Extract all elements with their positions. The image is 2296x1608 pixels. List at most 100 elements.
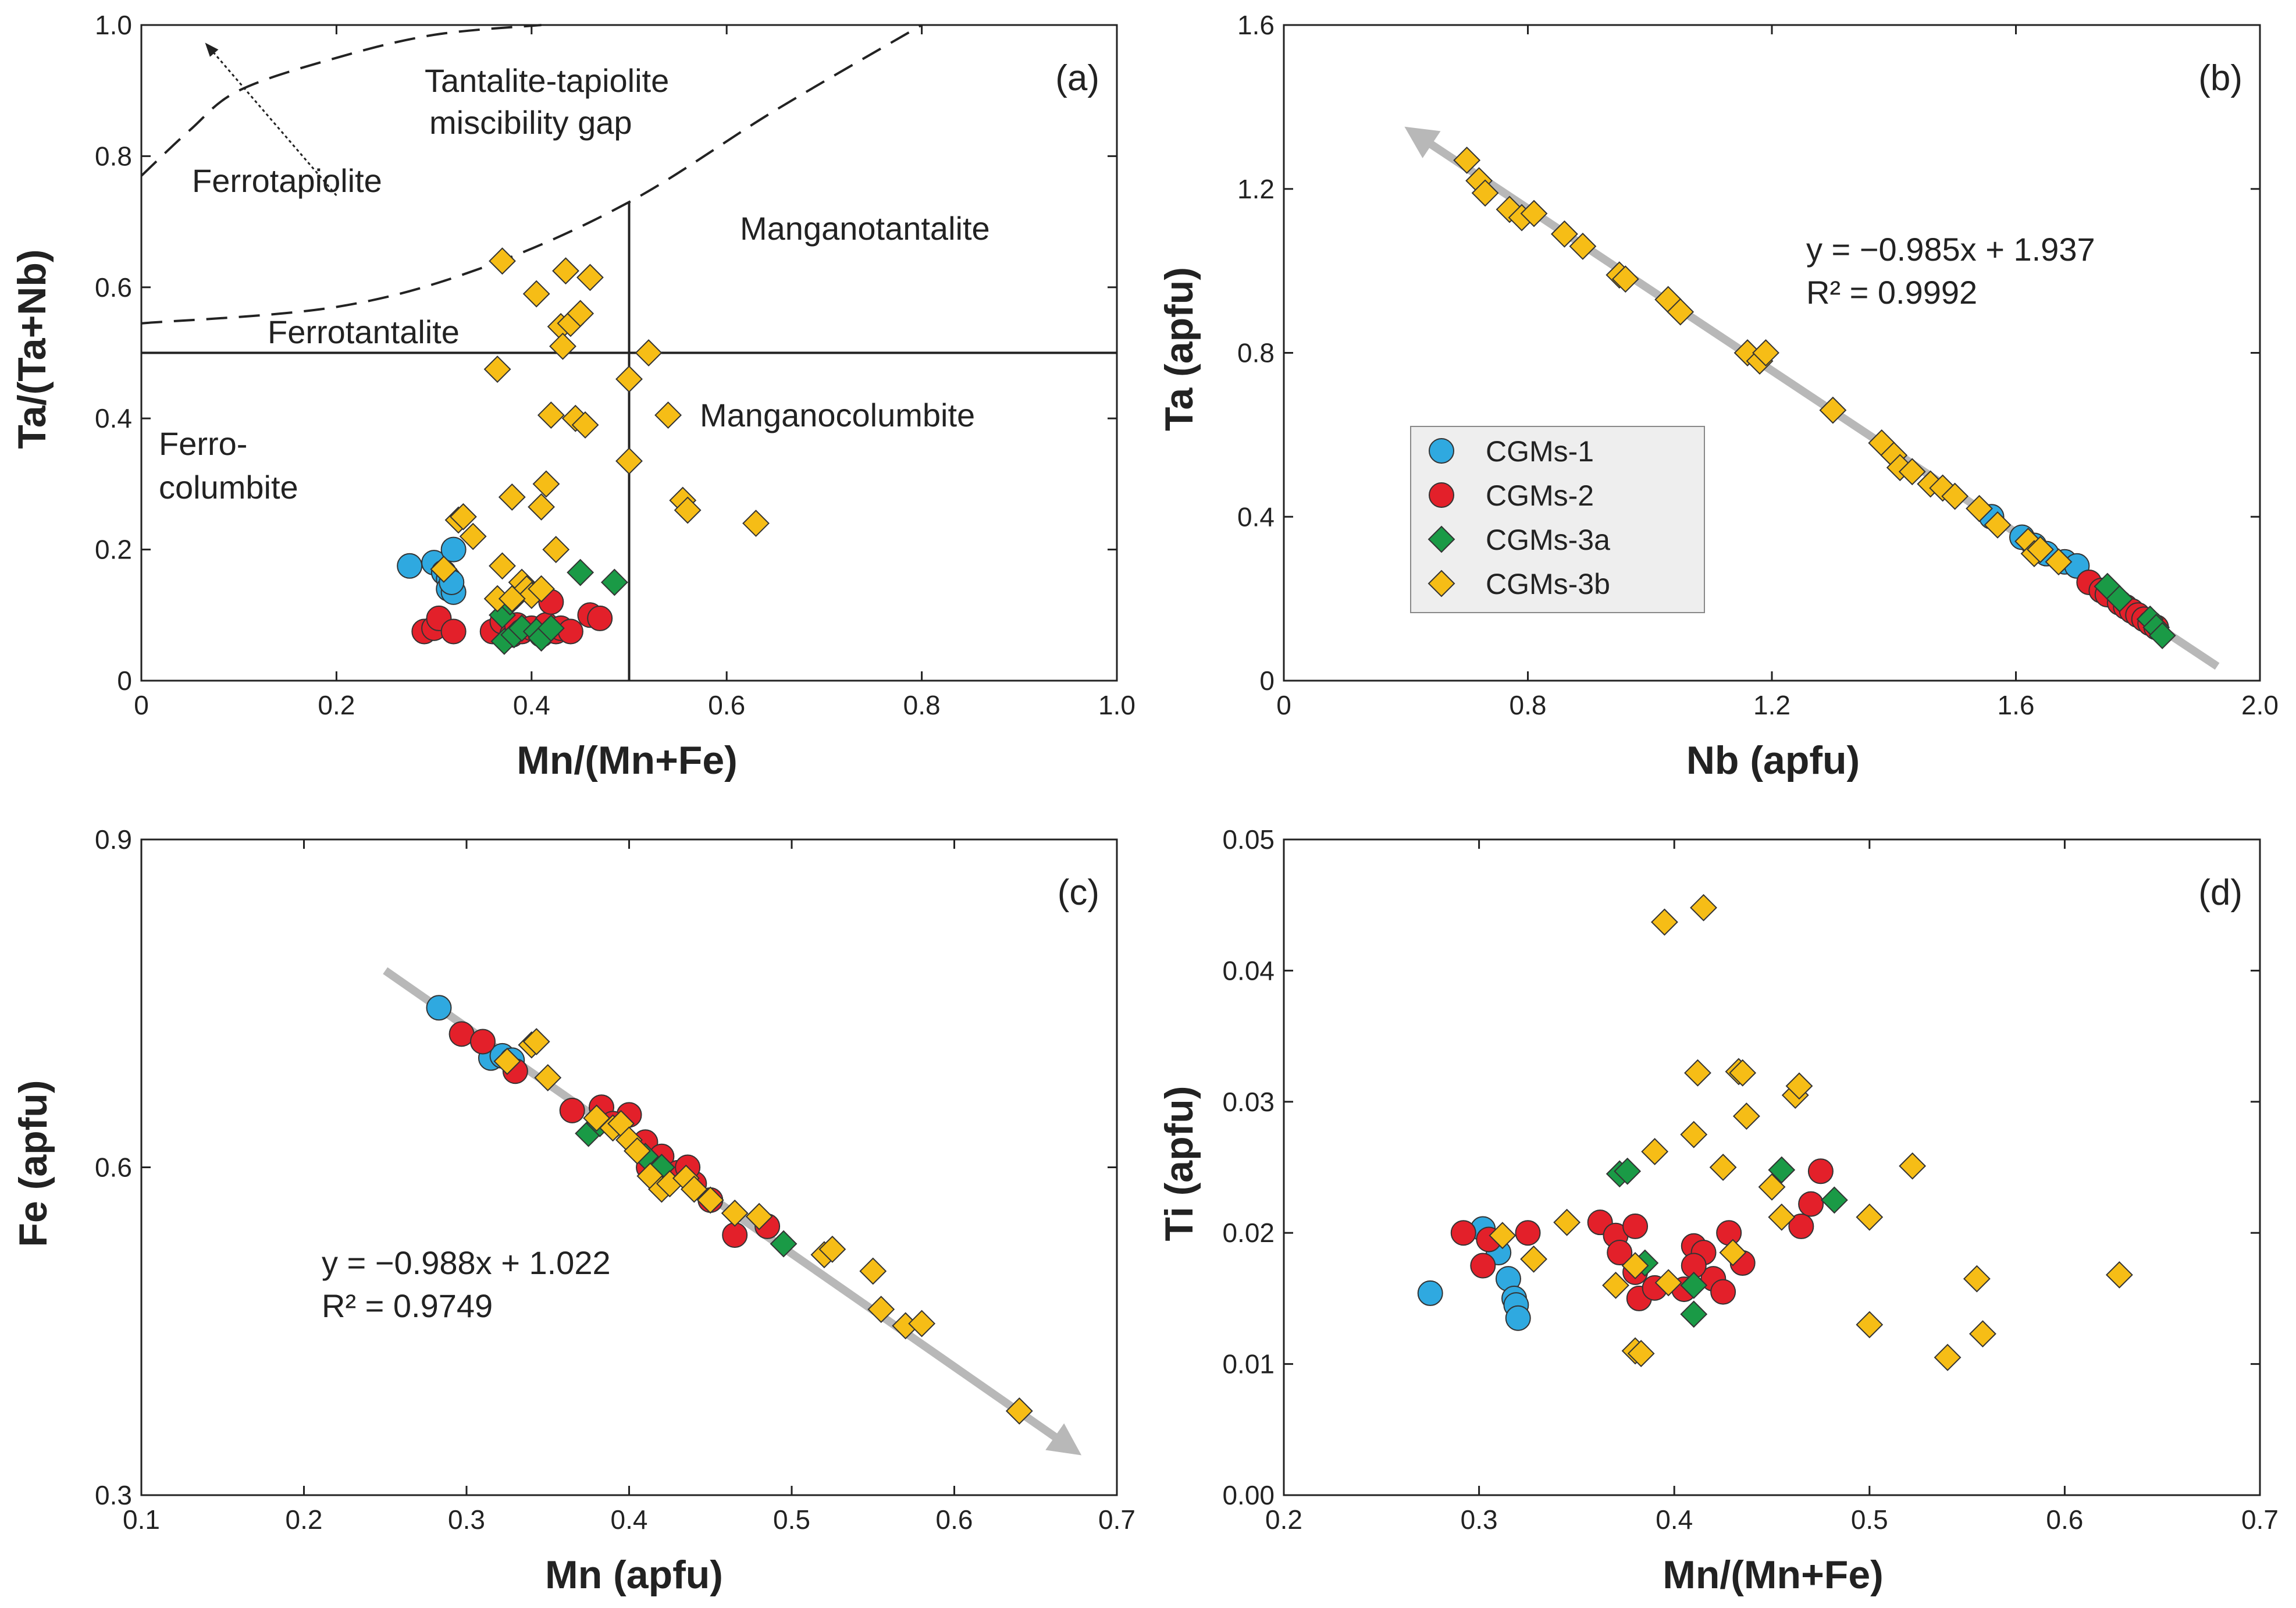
x-tick-label-a: 0 — [134, 690, 149, 720]
panel-tag-a: (a) — [1055, 58, 1099, 98]
data-point — [859, 1257, 887, 1285]
y-tick-label-c: 0.9 — [95, 824, 132, 855]
panel-tag-c: (c) — [1058, 873, 1099, 913]
data-point — [1820, 1186, 1848, 1214]
miscibility-gap-lower-curve — [141, 24, 923, 325]
y-tick-label-a: 0.6 — [95, 272, 132, 303]
y-tick-label-d: 0.03 — [1222, 1087, 1275, 1117]
x-tick-label-c: 0.3 — [448, 1504, 485, 1535]
region-label-ferrotantalite: Ferrotantalite — [268, 314, 460, 350]
data-point — [459, 522, 487, 550]
series-CGMs-3a-a — [489, 558, 628, 655]
data-point — [542, 536, 570, 564]
x-tick-label-b: 1.6 — [1998, 690, 2035, 720]
y-axis-title-b: Ta (apfu) — [1157, 267, 1201, 431]
series-CGMs-3a-b — [2094, 572, 2176, 649]
legend-marker-CGMs-3a — [1428, 525, 1455, 553]
data-point — [1450, 1220, 1476, 1246]
data-point — [624, 1137, 651, 1165]
data-point — [1627, 1340, 1655, 1367]
data-point — [552, 257, 579, 285]
data-point — [1768, 1203, 1796, 1231]
data-point — [1969, 1320, 1996, 1348]
data-point — [1732, 1102, 1760, 1130]
x-tick-label-b: 0 — [1276, 690, 1291, 720]
data-point — [1716, 1220, 1742, 1246]
data-point — [1651, 908, 1678, 936]
data-point — [2027, 536, 2054, 564]
x-tick-label-c: 0.5 — [773, 1504, 810, 1535]
y-tick-label-d: 0.01 — [1222, 1349, 1275, 1379]
legend-marker-CGMs-2 — [1429, 482, 1454, 508]
data-point — [1684, 1059, 1711, 1087]
data-point — [1856, 1311, 1884, 1339]
data-point — [1680, 1120, 1708, 1148]
data-point — [696, 1186, 724, 1214]
data-point — [1898, 458, 1926, 486]
x-tick-label-c: 0.6 — [936, 1504, 973, 1535]
data-point — [549, 332, 576, 360]
data-point — [498, 483, 526, 511]
data-point — [600, 568, 628, 596]
x-tick-label-b: 0.8 — [1510, 690, 1547, 720]
data-point — [1768, 1156, 1796, 1184]
data-point — [1417, 1280, 1443, 1306]
y-tick-label-a: 0.4 — [95, 403, 132, 433]
region-label-miscibility-gap-2: miscibility gap — [429, 104, 632, 141]
x-tick-label-a: 0.4 — [513, 690, 550, 720]
data-point — [449, 503, 477, 531]
x-tick-label-d: 0.3 — [1461, 1504, 1498, 1535]
data-point — [1934, 1343, 1962, 1371]
x-tick-label-c: 0.2 — [286, 1504, 323, 1535]
data-point — [528, 493, 555, 521]
data-point — [1758, 1173, 1786, 1201]
data-point — [1553, 1208, 1581, 1236]
x-tick-label-d: 0.7 — [2241, 1504, 2279, 1535]
data-point — [615, 365, 643, 393]
data-point — [1520, 200, 1548, 227]
x-axis-title-d: Mn/(Mn+Fe) — [1663, 1553, 1884, 1597]
data-point — [1752, 339, 1779, 367]
data-point — [397, 553, 423, 579]
panel-c: 0.1 0.2 0.3 0.4 0.5 0.6 0.7 0.3 0.6 0.9 (c) Mn (a… — [11, 824, 1135, 1597]
x-tick-label-b: 1.2 — [1753, 690, 1790, 720]
data-point — [674, 496, 702, 524]
data-point — [1856, 1203, 1884, 1231]
legend-marker-CGMs-3b — [1428, 570, 1455, 597]
data-point — [483, 355, 511, 383]
y-tick-label-b: 1.2 — [1237, 174, 1275, 204]
x-tick-label-d: 0.2 — [1265, 1504, 1302, 1535]
y-axis-title-d: Ti (apfu) — [1157, 1086, 1201, 1241]
data-point — [567, 558, 595, 586]
data-point — [1471, 179, 1499, 207]
region-label-ferrocolumbite-2: columbite — [159, 469, 298, 506]
y-tick-label-a: 0 — [117, 666, 132, 696]
data-point — [1798, 1191, 1824, 1217]
x-tick-label-c: 0.7 — [1098, 1504, 1135, 1535]
data-point — [2106, 585, 2134, 613]
data-point — [1966, 495, 1993, 522]
data-point — [1680, 1300, 1708, 1328]
legend-box — [1410, 426, 1705, 613]
series-CGMs-1-a — [397, 536, 467, 605]
data-point — [430, 555, 458, 583]
data-point — [1710, 1279, 1736, 1305]
series-CGMs-3b-d — [1489, 894, 2133, 1371]
data-point — [493, 1047, 521, 1075]
data-point — [1515, 1220, 1541, 1246]
legend: CGMs-1 CGMs-2 CGMs-3a CGMs-3b — [1410, 426, 1705, 613]
x-axis-title-a: Mn/(Mn+Fe) — [517, 738, 738, 782]
data-point — [1680, 1271, 1708, 1299]
legend-marker-CGMs-1 — [1429, 438, 1454, 464]
data-point — [537, 614, 565, 642]
data-point — [680, 1175, 708, 1203]
y-tick-label-b: 1.6 — [1237, 10, 1275, 40]
region-label-ferrocolumbite-1: Ferro- — [159, 425, 247, 462]
equation-b-line2: R² = 0.9992 — [1806, 274, 1977, 311]
x-tick-label-d: 0.4 — [1656, 1504, 1693, 1535]
data-point — [489, 247, 516, 275]
y-axis-title-c: Fe (apfu) — [11, 1080, 55, 1247]
data-point — [1569, 232, 1597, 260]
data-point — [1005, 1397, 1033, 1425]
data-point — [1520, 1245, 1547, 1273]
